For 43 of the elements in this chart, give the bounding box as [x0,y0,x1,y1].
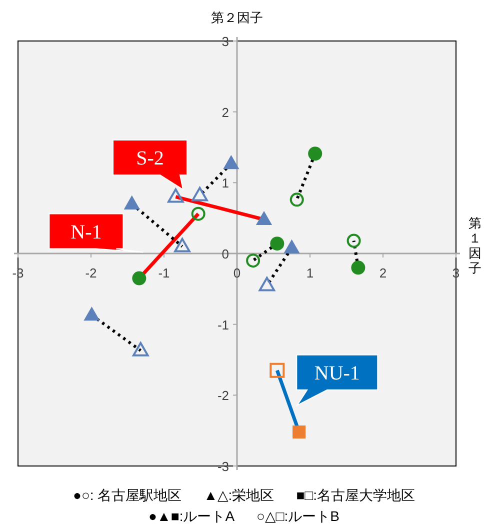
point [246,254,260,268]
point [191,206,206,221]
point [284,239,300,254]
point [292,426,306,438]
point [308,146,322,161]
annotation: N-1 [70,221,102,244]
point [84,306,100,321]
point [223,155,240,170]
y-tick-label: 2 [222,104,229,120]
text: ■□:名古屋大学地区 [296,487,416,503]
point [132,271,146,286]
point [270,236,284,251]
y-tick-label: 1 [222,176,229,191]
annotation: S-2 [136,148,164,170]
text: ○△□:ルートB [256,508,340,524]
x-tick-label: 2 [379,266,387,280]
point [174,238,190,252]
text: ●○: 名古屋駅地区 [72,487,182,503]
y-tick-label: -2 [217,388,229,404]
callout: N-1 [48,213,144,253]
x-tick-label: -1 [158,266,170,280]
y-tick-label: -1 [217,317,229,332]
point [132,342,149,356]
point [346,234,361,248]
point [270,362,285,378]
point [258,276,276,292]
x-tick-label: 0 [233,266,241,280]
y-axis-title: 第２因子 [211,10,263,25]
text: ▲△:栄地区 [204,487,274,503]
x-tick-label: -2 [85,266,97,280]
point [290,192,304,207]
x-axis-title: 第１因子 [468,216,482,276]
callout: NU-1 [296,354,378,407]
annotation: NU-1 [314,362,360,384]
callout: S-2 [112,140,188,191]
point [192,186,208,202]
x-tick-label: 1 [306,266,314,280]
y-tick-label: 0 [222,246,229,262]
text: ●▲■:ルートA [148,508,236,524]
point [124,195,140,210]
point [168,188,184,203]
point [351,260,366,275]
point [256,211,272,226]
